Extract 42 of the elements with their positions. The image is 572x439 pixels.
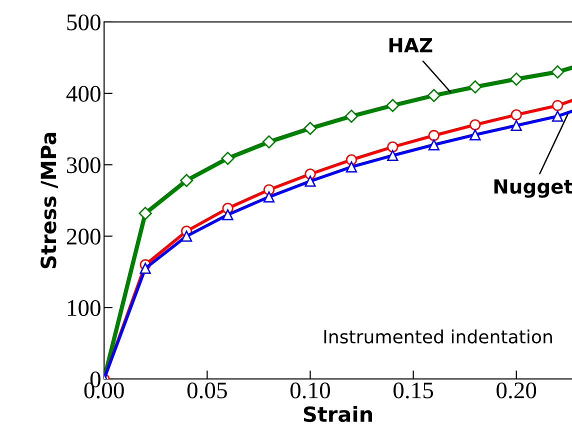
point (180, 174, 194, 188)
y-tick-label: 400 (66, 86, 100, 102)
point (344, 110, 358, 123)
point (346, 161, 358, 172)
annotation: HAZ (389, 38, 432, 52)
y-tick-label: 200 (66, 228, 100, 245)
point (346, 154, 358, 166)
point (263, 191, 275, 202)
point (263, 184, 275, 196)
point (304, 122, 317, 135)
point (304, 176, 316, 187)
point (468, 80, 482, 94)
point (387, 141, 398, 152)
point (552, 100, 564, 112)
point (510, 109, 522, 120)
point (510, 120, 522, 132)
point (428, 130, 440, 142)
point (470, 119, 481, 130)
point (510, 72, 523, 86)
x-tick-label: 0.20 (496, 382, 536, 398)
point (140, 262, 151, 274)
point (470, 129, 481, 140)
x-tick-label: 0.05 (187, 382, 227, 398)
y-tick-label: 500 (67, 14, 100, 30)
point (262, 135, 276, 149)
point (428, 139, 440, 150)
point (180, 230, 192, 242)
y-tick-label: 300 (67, 157, 100, 174)
point (427, 88, 440, 102)
point (138, 206, 152, 220)
point (552, 110, 564, 122)
point (221, 152, 234, 165)
y-axis-title: Stress /MPa (40, 132, 58, 268)
point (222, 209, 234, 220)
point (550, 65, 564, 79)
x-tick-label: 0.10 (290, 382, 330, 398)
y-tick-label: 100 (68, 300, 100, 316)
x-tick-label: 0.15 (394, 382, 434, 398)
x-axis-title: Strain (304, 406, 372, 422)
point (386, 98, 400, 112)
annotation: Instrumented indentation (324, 330, 552, 344)
point (387, 150, 398, 162)
